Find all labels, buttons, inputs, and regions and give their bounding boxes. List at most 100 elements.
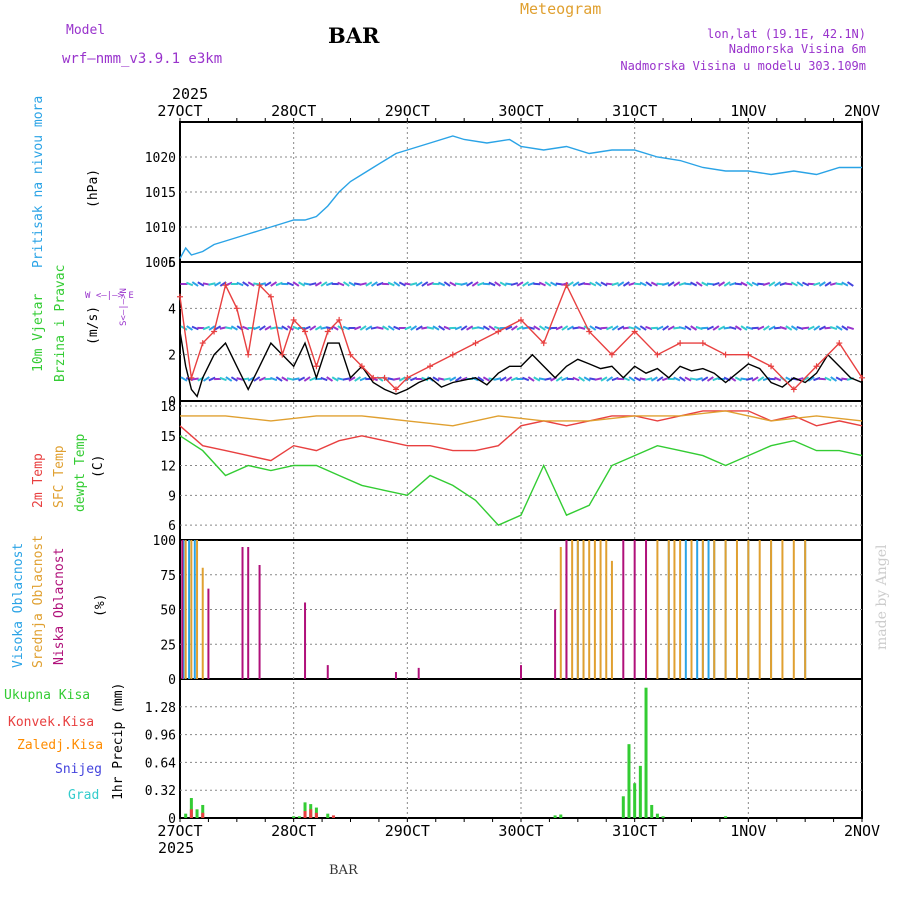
wind-unit: (m/s) [86,306,101,345]
wind-arrow [617,325,625,331]
wind-arrow [505,325,513,331]
wind-arrow [253,325,261,331]
wind-arrow [298,281,306,287]
wind-arrow [762,325,770,331]
top-date-tick: 29OCT [385,102,430,120]
y-tick-label: 25 [160,638,176,653]
wind-arrow [342,377,351,381]
wind-arrow [695,281,703,287]
cloud-low-label: Niska Oblacnost [52,548,67,665]
wind-arrow [723,281,731,287]
y-tick-label: 75 [160,569,176,584]
precip-bar [661,816,665,818]
top-date-tick: 31OCT [612,102,657,120]
precip-bar [655,813,659,818]
wind-arrow [611,325,619,331]
wind-arrow [813,325,821,331]
gust-point [472,340,479,347]
wind-arrow [762,281,771,287]
wind-arrow [314,325,322,331]
gust-point [324,328,331,335]
gust-point [279,351,286,358]
top-date-tick: 30OCT [498,102,543,120]
wind-arrow [247,281,255,287]
wind-arrow [673,281,681,287]
top-date-tick: 2NOV [844,102,880,120]
precip-bar [189,809,193,818]
model-label: Model [66,23,105,38]
wind-arrow [499,376,507,382]
wind-arrow [325,326,334,330]
wind-arrow [410,325,418,331]
wind-arrow [589,281,597,287]
precip-bar [309,809,313,818]
wind-arrow [768,325,776,331]
wind-label-2: Brzina i Pravac [53,265,68,382]
wind-arrow [393,377,401,381]
wind-arrow [482,325,490,331]
wind-arrow [678,326,687,330]
wind-arrow [477,326,485,330]
gust-point [699,340,706,347]
wind-arrow [611,282,619,286]
gust-point [245,351,252,358]
wind-arrow [846,326,855,330]
wind-arrow [661,282,670,286]
wind-arrow [230,376,238,382]
wind-arrow [622,281,630,287]
wind-arrow [594,281,602,287]
wind-arrow [740,281,748,287]
bottom-date-ticks: 27OCT 28OCT 29OCT 30OCT 31OCT 1NOV 2NOV [157,822,880,840]
pressure-label: Pritisak na nivou mora [31,96,46,268]
cloud-mid-label: Srednja Oblacnost [31,535,46,668]
model-elevation-label: Nadmorska Visina u modelu 303.109m [620,59,866,73]
bottom-date-tick: 28OCT [271,822,316,840]
wind-arrow [488,325,496,331]
wind-arrow [639,281,647,287]
wind-arrow [286,281,295,287]
wind-arrow [516,325,524,331]
wind-arrow [387,325,395,331]
wind-arrow [309,376,317,382]
elevation-label: Nadmorska Visina 6m [729,42,866,56]
wind-arrow [359,325,367,331]
wind-arrow [667,325,675,331]
wind-arrow [393,281,401,287]
wind-arrow [449,376,457,382]
gust-point [347,351,354,358]
wind-arrow [185,281,194,287]
grid-lines [179,118,863,822]
wind-arrow [477,376,485,382]
series-line-dewpt-temp [179,435,863,526]
lonlat-label: lon,lat (19.1E, 42.1N) [707,27,866,41]
precip-bar [195,809,199,818]
y-tick-label: 1010 [145,221,176,236]
wind-arrow [225,326,233,330]
gust-point [495,328,502,335]
gust-point [813,363,820,370]
precip-bar [559,814,563,818]
wind-arrow [572,281,580,287]
dewpt-temp-label: dewpt Temp [73,434,88,512]
wind-arrow [522,281,530,287]
precip-bar [189,798,193,818]
precip-bar [621,796,625,818]
wind-arrow [824,376,832,382]
wind-arrow [807,376,815,382]
top-year: 2025 [172,85,208,103]
wind-arrow [813,281,821,287]
wind-arrow [600,376,608,382]
wind-arrow [650,376,658,382]
wind-arrow [253,376,261,382]
wind-arrow [555,376,563,382]
wind-arrow [835,376,843,382]
y-tick-label: 50 [160,604,176,619]
gust-point [177,293,183,300]
wind-arrow [673,376,681,382]
wind-arrow [303,376,311,382]
y-tick-label: 2 [168,349,176,364]
wind-arrow [359,282,367,286]
footer-station: BAR [329,863,359,878]
wind-arrow [779,326,787,330]
wind-arrow [701,281,709,287]
